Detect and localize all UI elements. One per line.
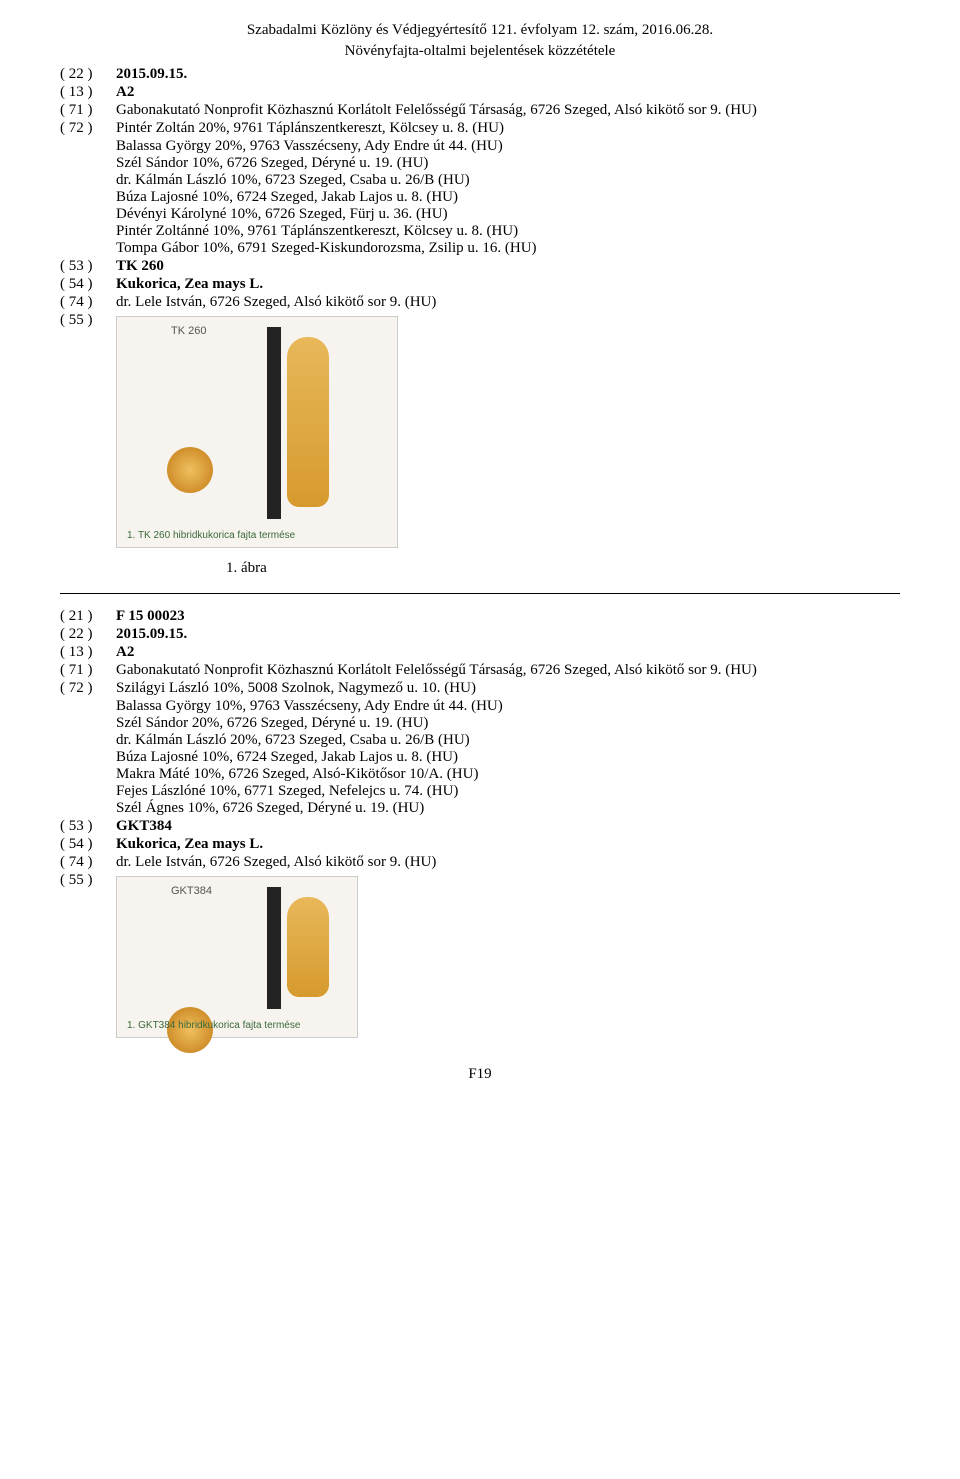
header-line-1: Szabadalmi Közlöny és Védjegyértesítő 12…	[247, 22, 713, 38]
c72-line: Dévényi Károlyné 10%, 6726 Szeged, Fürj …	[60, 206, 900, 223]
c72-line: Makra Máté 10%, 6726 Szeged, Alsó-Kikötő…	[60, 766, 900, 783]
c72-line: Búza Lajosné 10%, 6724 Szeged, Jakab Laj…	[60, 189, 900, 206]
c54-value: Kukorica, Zea mays L.	[116, 836, 900, 853]
code-13: ( 13 )	[60, 84, 116, 101]
code-55: ( 55 )	[60, 872, 116, 889]
ruler-icon	[267, 887, 281, 1009]
code-22: ( 22 )	[60, 626, 116, 643]
code-21: ( 21 )	[60, 608, 116, 625]
code-71: ( 71 )	[60, 102, 116, 119]
record-2: ( 21 ) F 15 00023 ( 22 ) 2015.09.15. ( 1…	[60, 608, 900, 1042]
code-53: ( 53 )	[60, 258, 116, 275]
c54-value: Kukorica, Zea mays L.	[116, 276, 900, 293]
separator-line	[60, 593, 900, 594]
c72-line: Szél Ágnes 10%, 6726 Szeged, Déryné u. 1…	[60, 800, 900, 817]
figure-2-inner-label: GKT384	[171, 885, 212, 897]
doc-header: Szabadalmi Közlöny és Védjegyértesítő 12…	[60, 20, 900, 62]
c71-value: Gabonakutató Nonprofit Közhasznú Korláto…	[116, 662, 900, 679]
figure-2-embedded-caption: 1. GKT384 hibridkukorica fajta termése	[127, 1020, 300, 1031]
figure-1-label: 1. ábra	[116, 560, 900, 577]
c72-line: Balassa György 20%, 9763 Vasszécseny, Ad…	[60, 138, 900, 155]
code-71: ( 71 )	[60, 662, 116, 679]
page-number: F19	[60, 1066, 900, 1083]
figure-2-image: GKT384 1. GKT384 hibridkukorica fajta te…	[116, 876, 358, 1038]
corn-cob-icon	[287, 337, 329, 507]
code-72: ( 72 )	[60, 120, 116, 137]
c72-line: Szél Sándor 10%, 6726 Szeged, Déryné u. …	[60, 155, 900, 172]
c71-value: Gabonakutató Nonprofit Közhasznú Korláto…	[116, 102, 900, 119]
code-13: ( 13 )	[60, 644, 116, 661]
c72-line: Tompa Gábor 10%, 6791 Szeged-Kiskundoroz…	[60, 240, 900, 257]
figure-1-inner-label: TK 260	[171, 325, 206, 337]
c13-value: A2	[116, 84, 900, 101]
ruler-icon	[267, 327, 281, 519]
code-74: ( 74 )	[60, 294, 116, 311]
c74-value: dr. Lele István, 6726 Szeged, Alsó kiköt…	[116, 854, 900, 871]
c72-line: Szél Sándor 20%, 6726 Szeged, Déryné u. …	[60, 715, 900, 732]
figure-1-image: TK 260 1. TK 260 hibridkukorica fajta te…	[116, 316, 398, 548]
c72-line: Fejes Lászlóné 10%, 6771 Szeged, Nefelej…	[60, 783, 900, 800]
c21-value: F 15 00023	[116, 608, 900, 625]
code-74: ( 74 )	[60, 854, 116, 871]
c13-value: A2	[116, 644, 900, 661]
code-55: ( 55 )	[60, 312, 116, 329]
c72-line: Búza Lajosné 10%, 6724 Szeged, Jakab Laj…	[60, 749, 900, 766]
c72-line: Balassa György 10%, 9763 Vasszécseny, Ad…	[60, 698, 900, 715]
c72-line: Pintér Zoltánné 10%, 9761 Táplánszentker…	[60, 223, 900, 240]
code-72: ( 72 )	[60, 680, 116, 697]
code-53: ( 53 )	[60, 818, 116, 835]
figure-1-embedded-caption: 1. TK 260 hibridkukorica fajta termése	[127, 530, 295, 541]
code-22: ( 22 )	[60, 66, 116, 83]
corn-cob-icon	[287, 897, 329, 997]
record-1: ( 22 ) 2015.09.15. ( 13 ) A2 ( 71 ) Gabo…	[60, 66, 900, 591]
c74-value: dr. Lele István, 6726 Szeged, Alsó kiköt…	[116, 294, 900, 311]
c72-first: Szilágyi László 10%, 5008 Szolnok, Nagym…	[116, 680, 900, 697]
c72-line: dr. Kálmán László 20%, 6723 Szeged, Csab…	[60, 732, 900, 749]
c72-first: Pintér Zoltán 20%, 9761 Táplánszentkeres…	[116, 120, 900, 137]
c72-line: dr. Kálmán László 10%, 6723 Szeged, Csab…	[60, 172, 900, 189]
code-54: ( 54 )	[60, 276, 116, 293]
c53-value: TK 260	[116, 258, 900, 275]
kernels-icon	[147, 917, 247, 977]
code-54: ( 54 )	[60, 836, 116, 853]
header-line-2: Növényfajta-oltalmi bejelentések közzété…	[345, 43, 616, 59]
kernels-icon	[147, 357, 247, 417]
c22-value: 2015.09.15.	[116, 626, 900, 643]
c22-value: 2015.09.15.	[116, 66, 900, 83]
c53-value: GKT384	[116, 818, 900, 835]
